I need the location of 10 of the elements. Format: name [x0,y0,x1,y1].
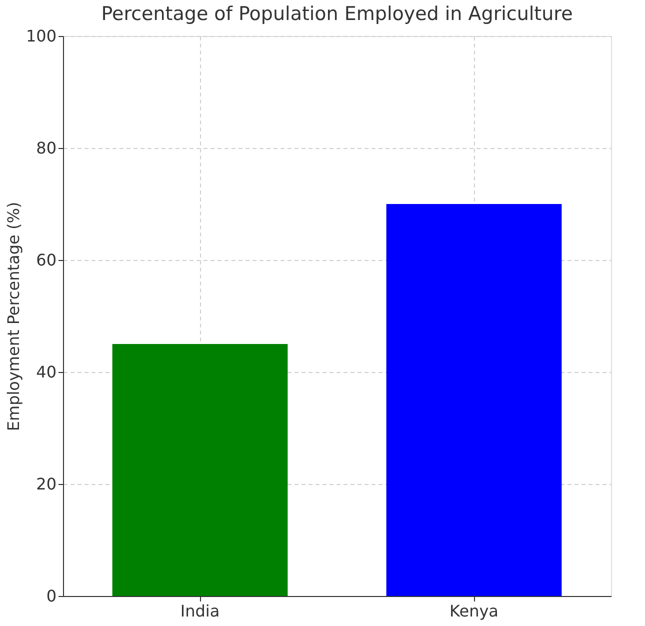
y-tick-label: 60 [36,250,56,270]
y-tick-label: 20 [36,474,56,494]
chart-title: Percentage of Population Employed in Agriculture [101,3,573,25]
y-tick-label: 100 [26,26,56,46]
x-tick-label: India [180,602,220,620]
y-tick-label: 80 [36,138,56,158]
y-tick-label: 0 [46,586,56,606]
y-axis-title: Employment Percentage (%) [4,202,23,432]
x-tick-label: Kenya [450,602,498,620]
y-tick-label: 40 [36,362,56,382]
